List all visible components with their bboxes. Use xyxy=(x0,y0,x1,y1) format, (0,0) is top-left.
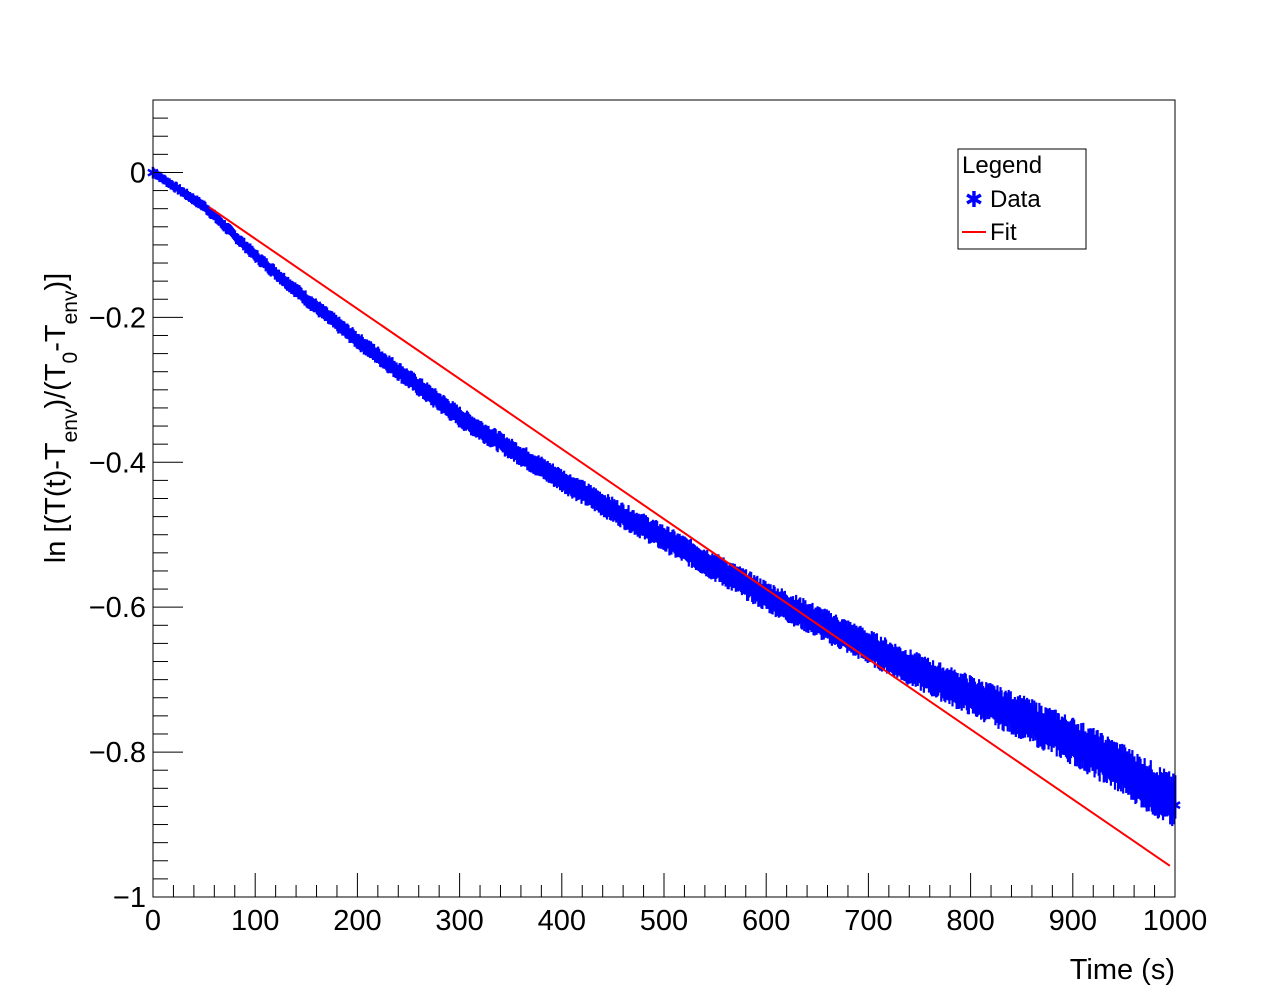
data-layer: ✱✱ xyxy=(146,163,1182,827)
y-axis-title-part: env xyxy=(59,408,82,442)
x-tick-label: 800 xyxy=(946,905,994,937)
y-axis: 0 −0.2 −0.4 −0.6 −0.8 −1 xyxy=(89,99,183,914)
y-tick-label: −0.4 xyxy=(89,447,146,479)
x-tick-label: 700 xyxy=(844,905,892,937)
y-axis-title: ln [(T(t)-Tenv)/(T0-Tenv)] xyxy=(40,273,82,563)
y-axis-title-part: )] xyxy=(40,273,72,291)
x-tick-label: 500 xyxy=(640,905,688,937)
legend-entry-data: Data xyxy=(990,186,1041,213)
legend: Legend ✱ Data Fit xyxy=(957,148,1087,250)
y-axis-title-part: )/(T xyxy=(40,363,72,408)
x-tick-label: 900 xyxy=(1049,905,1097,937)
legend-entry-fit: Fit xyxy=(990,219,1017,246)
x-axis-title: Time (s) xyxy=(1070,954,1175,986)
y-tick-label: −0.8 xyxy=(89,737,146,769)
fit-line xyxy=(208,206,1171,867)
x-axis: 0 100 200 300 400 500 600 700 800 900 1000 xyxy=(145,873,1207,937)
y-tick-label: −0.6 xyxy=(89,592,146,624)
x-tick-label: 600 xyxy=(742,905,790,937)
x-tick-label: 0 xyxy=(145,905,161,937)
x-tick-label: 200 xyxy=(333,905,381,937)
y-tick-label: −0.2 xyxy=(89,302,146,334)
y-axis-title-part: -T xyxy=(40,324,72,352)
x-tick-label: 400 xyxy=(538,905,586,937)
fit-layer xyxy=(208,206,1171,867)
x-tick-label: 1000 xyxy=(1143,905,1208,937)
y-axis-title-part: ln [(T(t)-T xyxy=(40,442,72,563)
y-axis-title-part: 0 xyxy=(59,352,82,364)
x-tick-label: 100 xyxy=(231,905,279,937)
y-tick-label: −1 xyxy=(113,882,146,914)
legend-title: Legend xyxy=(962,152,1042,179)
x-tick-label: 300 xyxy=(435,905,483,937)
legend-data-marker-icon: ✱ xyxy=(965,188,983,213)
y-axis-title-part: env xyxy=(59,290,82,324)
y-tick-label: 0 xyxy=(130,157,146,189)
